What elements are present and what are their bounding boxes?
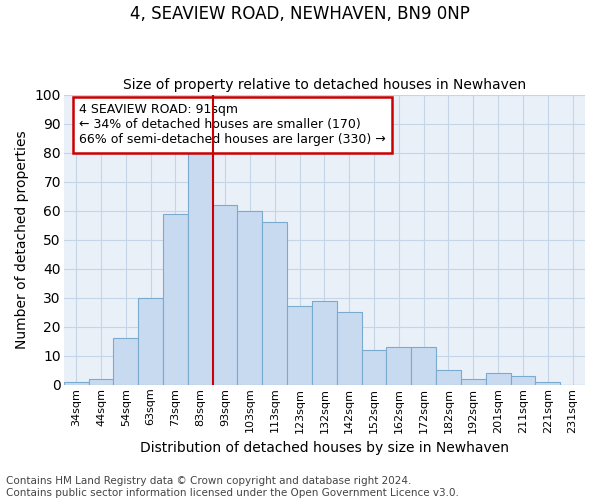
Bar [113, 338, 138, 385]
Bar [511, 376, 535, 385]
Bar [89, 379, 113, 385]
Bar [188, 150, 212, 385]
Bar [212, 205, 238, 385]
Bar [238, 210, 262, 385]
Bar [411, 347, 436, 385]
Bar [64, 382, 89, 385]
Bar [138, 298, 163, 385]
Text: Contains HM Land Registry data © Crown copyright and database right 2024.
Contai: Contains HM Land Registry data © Crown c… [6, 476, 459, 498]
Bar [535, 382, 560, 385]
Bar [312, 300, 337, 385]
Bar [163, 214, 188, 385]
Bar [287, 306, 312, 385]
Bar [461, 379, 486, 385]
Bar [362, 350, 386, 385]
Title: Size of property relative to detached houses in Newhaven: Size of property relative to detached ho… [123, 78, 526, 92]
X-axis label: Distribution of detached houses by size in Newhaven: Distribution of detached houses by size … [140, 441, 509, 455]
Text: 4, SEAVIEW ROAD, NEWHAVEN, BN9 0NP: 4, SEAVIEW ROAD, NEWHAVEN, BN9 0NP [130, 5, 470, 23]
Bar [262, 222, 287, 385]
Bar [436, 370, 461, 385]
Bar [337, 312, 362, 385]
Y-axis label: Number of detached properties: Number of detached properties [15, 130, 29, 349]
Text: 4 SEAVIEW ROAD: 91sqm
← 34% of detached houses are smaller (170)
66% of semi-det: 4 SEAVIEW ROAD: 91sqm ← 34% of detached … [79, 104, 386, 146]
Bar [386, 347, 411, 385]
Bar [486, 374, 511, 385]
